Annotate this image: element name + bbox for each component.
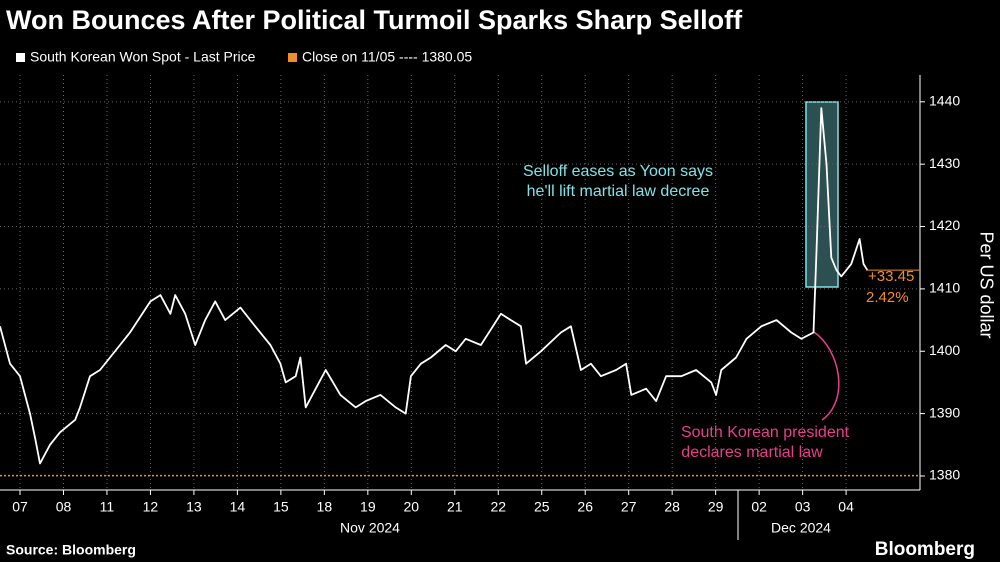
source: Source: Bloomberg bbox=[6, 542, 136, 558]
x-tick-label: 28 bbox=[664, 499, 680, 515]
x-tick-label: 13 bbox=[186, 499, 202, 515]
change-label: 2.42% bbox=[866, 289, 909, 306]
x-tick-label: 07 bbox=[12, 499, 28, 515]
x-group-label: Nov 2024 bbox=[340, 520, 400, 536]
x-tick-label: 20 bbox=[404, 499, 420, 515]
brand: Bloomberg bbox=[875, 539, 975, 560]
x-tick-label: 21 bbox=[447, 499, 463, 515]
y-axis-label: Per US dollar bbox=[976, 231, 996, 338]
x-tick-label: 18 bbox=[317, 499, 333, 515]
x-tick-label: 08 bbox=[56, 499, 72, 515]
y-tick-label: 1390 bbox=[929, 404, 960, 420]
annotation: South Korean president bbox=[681, 424, 850, 441]
annotation-connector bbox=[813, 331, 840, 421]
x-tick-label: 03 bbox=[795, 499, 811, 515]
x-tick-label: 11 bbox=[100, 499, 115, 515]
legend-label: South Korean Won Spot - Last Price bbox=[30, 49, 256, 65]
x-tick-label: 29 bbox=[708, 499, 724, 515]
x-tick-label: 26 bbox=[577, 499, 593, 515]
x-tick-label: 14 bbox=[230, 499, 246, 515]
x-tick-label: 12 bbox=[143, 499, 159, 515]
y-tick-label: 1440 bbox=[929, 93, 960, 109]
highlight-box bbox=[805, 101, 839, 288]
legend-swatch bbox=[288, 53, 297, 62]
legend-label: Close on 11/05 ---- 1380.05 bbox=[302, 49, 472, 65]
x-tick-label: 15 bbox=[273, 499, 289, 515]
y-tick-label: 1410 bbox=[929, 280, 960, 296]
y-tick-label: 1430 bbox=[929, 155, 960, 171]
change-label: +33.45 bbox=[868, 268, 914, 285]
y-tick-label: 1400 bbox=[929, 342, 960, 358]
x-tick-label: 25 bbox=[534, 499, 550, 515]
annotation: Selloff eases as Yoon says bbox=[523, 163, 713, 180]
x-tick-label: 22 bbox=[490, 499, 506, 515]
x-tick-label: 19 bbox=[360, 499, 376, 515]
annotation: he'll lift martial law decree bbox=[527, 183, 710, 200]
line bbox=[0, 107, 869, 465]
legend-swatch bbox=[16, 53, 25, 62]
chart-title: Won Bounces After Political Turmoil Spar… bbox=[6, 5, 743, 35]
x-tick-label: 04 bbox=[838, 499, 854, 515]
x-tick-label: 02 bbox=[751, 499, 767, 515]
x-group-label: Dec 2024 bbox=[771, 520, 831, 536]
y-tick-label: 1380 bbox=[929, 467, 960, 483]
y-tick-label: 1420 bbox=[929, 217, 960, 233]
x-tick-label: 27 bbox=[621, 499, 637, 515]
annotation: declares martial law bbox=[681, 444, 823, 461]
